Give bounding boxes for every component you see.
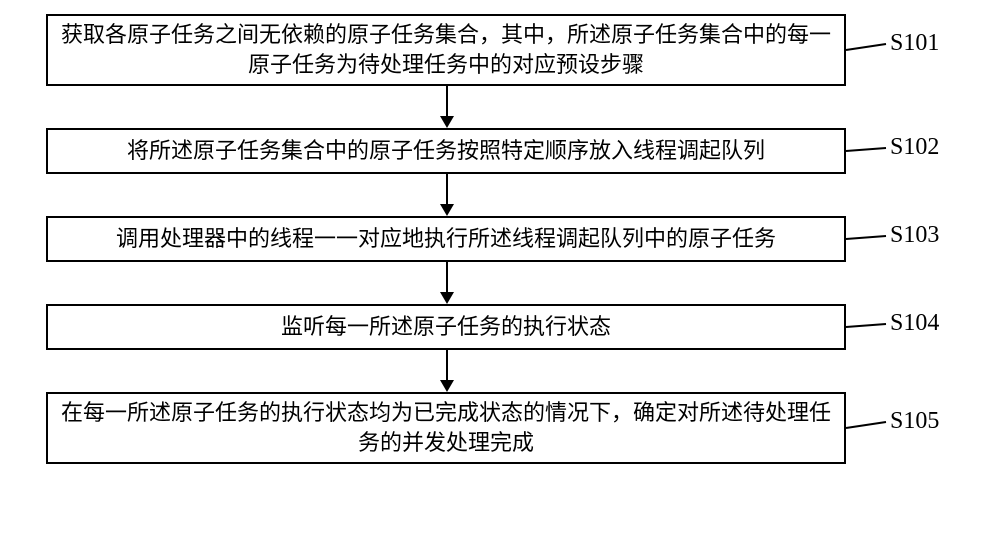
arrow-shaft bbox=[446, 262, 448, 292]
arrow-shaft bbox=[446, 174, 448, 204]
flow-step-s103: 调用处理器中的线程一一对应地执行所述线程调起队列中的原子任务 bbox=[46, 216, 846, 262]
leader-line bbox=[846, 324, 886, 327]
label-text: S105 bbox=[890, 408, 939, 434]
flow-step-text: 调用处理器中的线程一一对应地执行所述线程调起队列中的原子任务 bbox=[116, 224, 776, 254]
label-text: S102 bbox=[890, 134, 939, 160]
arrow-head-icon bbox=[440, 116, 454, 128]
label-text: S103 bbox=[890, 222, 939, 248]
flow-step-s104: 监听每一所述原子任务的执行状态 bbox=[46, 304, 846, 350]
leader-line bbox=[846, 44, 886, 50]
arrow-head-icon bbox=[440, 204, 454, 216]
flow-step-text: 获取各原子任务之间无依赖的原子任务集合，其中，所述原子任务集合中的每一原子任务为… bbox=[58, 20, 834, 79]
flow-step-s101: 获取各原子任务之间无依赖的原子任务集合，其中，所述原子任务集合中的每一原子任务为… bbox=[46, 14, 846, 86]
arrow-head-icon bbox=[440, 292, 454, 304]
arrow-shaft bbox=[446, 350, 448, 380]
flow-step-label-s103: S103 bbox=[890, 222, 939, 249]
leader-line bbox=[846, 236, 886, 239]
flow-step-label-s104: S104 bbox=[890, 310, 939, 337]
flow-step-text: 将所述原子任务集合中的原子任务按照特定顺序放入线程调起队列 bbox=[127, 136, 765, 166]
flow-step-label-s102: S102 bbox=[890, 134, 939, 161]
flowchart-canvas: 获取各原子任务之间无依赖的原子任务集合，其中，所述原子任务集合中的每一原子任务为… bbox=[0, 0, 1000, 534]
leader-line bbox=[846, 422, 886, 428]
label-text: S101 bbox=[890, 30, 939, 56]
flow-step-s102: 将所述原子任务集合中的原子任务按照特定顺序放入线程调起队列 bbox=[46, 128, 846, 174]
flow-step-label-s101: S101 bbox=[890, 30, 939, 57]
flow-step-text: 监听每一所述原子任务的执行状态 bbox=[281, 312, 611, 342]
flow-step-label-s105: S105 bbox=[890, 408, 939, 435]
arrow-head-icon bbox=[440, 380, 454, 392]
arrow-shaft bbox=[446, 86, 448, 116]
flow-step-text: 在每一所述原子任务的执行状态均为已完成状态的情况下，确定对所述待处理任务的并发处… bbox=[58, 398, 834, 457]
flow-step-s105: 在每一所述原子任务的执行状态均为已完成状态的情况下，确定对所述待处理任务的并发处… bbox=[46, 392, 846, 464]
leader-line bbox=[846, 148, 886, 151]
label-text: S104 bbox=[890, 310, 939, 336]
